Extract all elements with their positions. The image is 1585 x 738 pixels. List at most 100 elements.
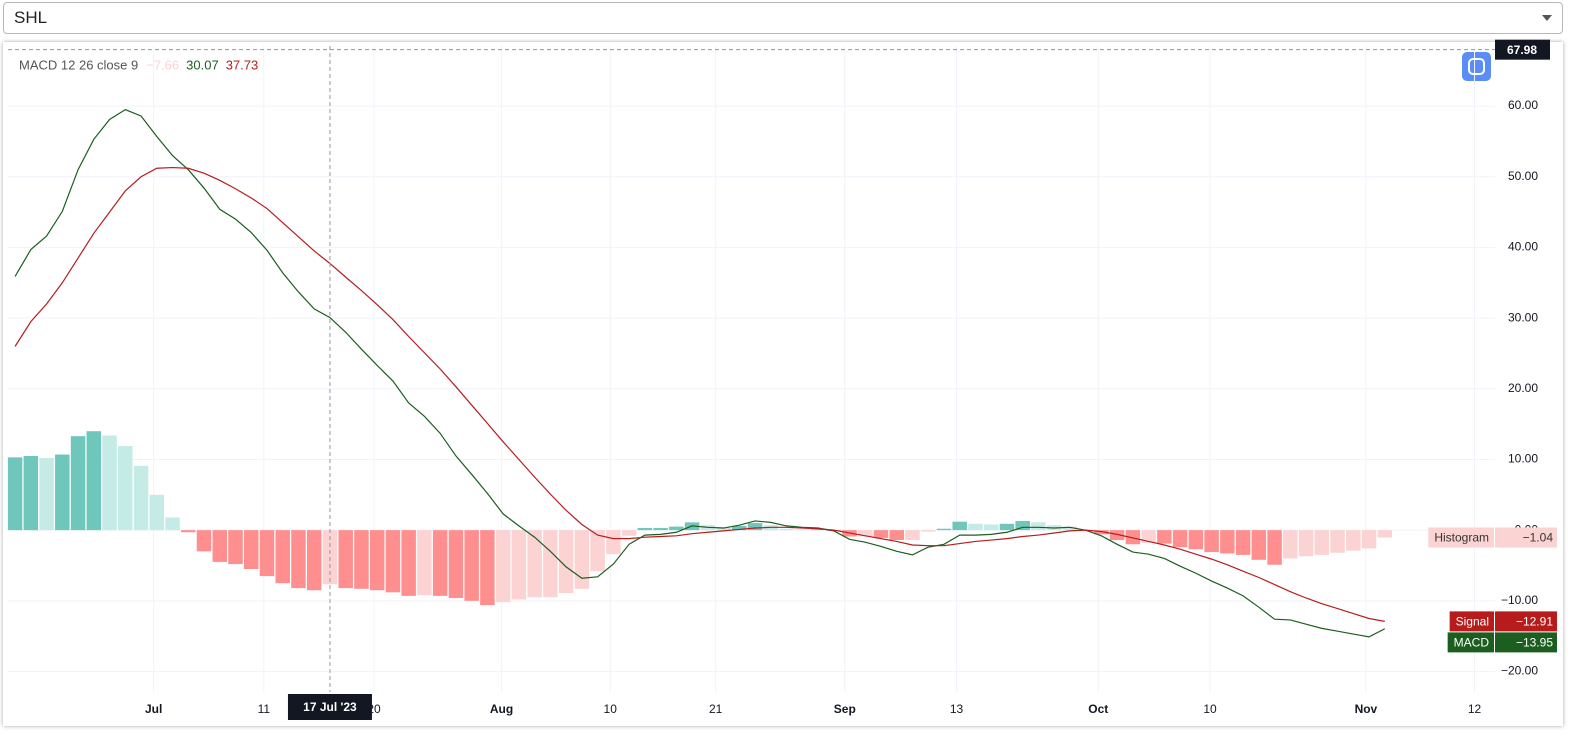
histogram-bar [936, 528, 952, 531]
y-tick-label: −10.00 [1501, 593, 1538, 607]
histogram-bar [275, 530, 290, 584]
histogram-bar [369, 530, 385, 591]
x-tick-label: 10 [1203, 702, 1217, 716]
line-macd [14, 108, 1386, 638]
histogram-bar [810, 529, 826, 531]
y-tick-label: 20.00 [1508, 381, 1538, 395]
x-tick-label: 13 [950, 702, 964, 716]
histogram-bar [1330, 530, 1345, 553]
histogram-bar [873, 530, 889, 538]
x-tick-label: 12 [1468, 702, 1482, 716]
symbol-text: SHL [14, 8, 48, 27]
series-name-label: Histogram [1434, 531, 1489, 545]
y-tick-label: 60.00 [1508, 98, 1538, 112]
histogram-bar [55, 454, 70, 531]
select-arrow [1542, 15, 1552, 21]
histogram-bar [920, 530, 936, 532]
screenshot-button[interactable] [1462, 52, 1491, 81]
x-tick-label: Oct [1088, 702, 1108, 716]
histogram-bar [86, 431, 102, 531]
histogram-bar [1314, 530, 1330, 555]
histogram-bar [7, 457, 23, 531]
series-name-tag [1447, 632, 1494, 653]
x-tick-label: Sep [834, 702, 856, 716]
histogram-bar [149, 494, 165, 531]
histogram-bar [716, 527, 731, 531]
histogram-bar [747, 523, 763, 531]
histogram-bar [432, 530, 448, 596]
histogram-bar [417, 530, 432, 596]
x-tick-label: 10 [604, 702, 618, 716]
histogram-bar [1204, 530, 1219, 553]
histogram-bar [133, 465, 149, 531]
histogram-bar [511, 530, 527, 600]
histogram-bar [1157, 530, 1172, 544]
histogram-bar [1125, 530, 1141, 545]
y-tick-label: 40.00 [1508, 240, 1538, 254]
series-name-label: Signal [1456, 615, 1489, 629]
histogram-bar [448, 530, 464, 598]
crosshair-date-tag [287, 694, 372, 720]
last-value-label: −1.04 [1523, 531, 1554, 545]
histogram-bar [858, 530, 873, 537]
histogram-bar [1109, 530, 1125, 541]
histogram-bar [983, 524, 999, 531]
y-tick-label: 30.00 [1508, 310, 1538, 324]
y-tick-label: 50.00 [1508, 169, 1538, 183]
x-tick-label: Aug [490, 702, 513, 716]
histogram-bar [1346, 530, 1361, 551]
crosshair-price-tag [1495, 39, 1550, 60]
histogram-bar [968, 523, 983, 531]
histogram-bar [1141, 530, 1156, 543]
histogram-bar [1361, 530, 1377, 549]
histogram-bar [1377, 530, 1393, 538]
histogram-bar [1298, 530, 1314, 557]
chart-container [3, 42, 1563, 726]
histogram-bar [1094, 530, 1109, 535]
series-name-tag [1449, 611, 1494, 632]
histogram-bar [653, 528, 668, 531]
legend-value: −7.66 [146, 57, 179, 72]
histogram-bar [1188, 530, 1204, 550]
histogram-bar [1251, 530, 1267, 560]
histogram-bar [70, 436, 86, 531]
histogram-bar [306, 530, 322, 591]
last-value-tag [1495, 611, 1557, 632]
symbol-select[interactable]: SHL [3, 2, 1563, 34]
histogram-bar [196, 530, 212, 552]
line-signal [14, 166, 1385, 622]
histogram-bar [889, 530, 904, 541]
histogram-bar [779, 528, 794, 531]
histogram-bar [181, 530, 196, 533]
y-tick-label: 10.00 [1508, 452, 1538, 466]
histogram-bar [1172, 530, 1188, 548]
histogram-bar [464, 530, 479, 601]
histogram-bar [165, 517, 180, 531]
histogram-bar [118, 446, 133, 531]
histogram-bar [1235, 530, 1251, 555]
histogram-bar [354, 530, 369, 589]
plot-area [7, 46, 1495, 692]
histogram-bar [102, 435, 117, 531]
last-value-tag [1495, 632, 1557, 653]
histogram-bar [795, 529, 810, 531]
histogram-bar [401, 530, 416, 596]
histogram-bar [243, 530, 259, 570]
series-name-label: MACD [1454, 636, 1490, 650]
histogram-bar [1220, 530, 1235, 554]
histogram-bar [637, 528, 653, 531]
legend-value: 30.07 [186, 57, 219, 72]
histogram-bar [1015, 520, 1030, 531]
legend-title: MACD 12 26 close 9 [19, 57, 138, 72]
x-tick-label: Jul [145, 702, 162, 716]
last-value-tag [1495, 527, 1557, 548]
histogram-bar [905, 530, 920, 541]
histogram-bar [385, 530, 401, 593]
histogram-bar [338, 530, 353, 589]
histogram-bar [669, 526, 684, 531]
histogram-bar [23, 455, 39, 531]
histogram-bar [1283, 530, 1298, 559]
histogram-bar [590, 530, 605, 572]
